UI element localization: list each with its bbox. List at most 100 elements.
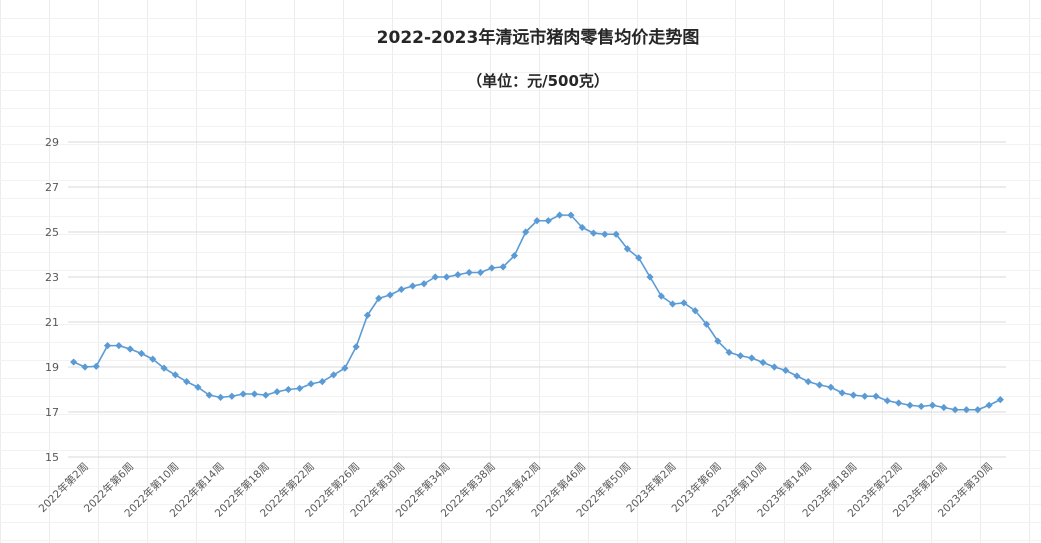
data-point	[262, 391, 270, 399]
data-point	[137, 349, 146, 358]
data-point	[680, 299, 688, 307]
data-point	[589, 229, 598, 237]
data-point	[499, 263, 507, 271]
data-point	[194, 383, 202, 391]
data-point	[544, 217, 552, 225]
y-tick-label: 29	[45, 136, 59, 149]
data-point	[556, 211, 564, 219]
data-point	[70, 358, 78, 366]
data-point	[307, 380, 315, 388]
data-point	[612, 230, 620, 238]
y-tick-label: 25	[45, 226, 59, 239]
data-point	[861, 392, 869, 400]
data-point	[81, 363, 89, 371]
y-tick-label: 27	[45, 181, 59, 194]
data-point	[962, 406, 971, 414]
y-tick-label: 17	[45, 406, 59, 419]
y-axis-tick-labels: 15 17 19 21 23 25 27 29	[45, 136, 59, 464]
data-point	[296, 384, 304, 392]
data-point	[488, 264, 496, 272]
data-point	[363, 311, 372, 319]
data-point	[205, 391, 213, 399]
data-point	[149, 355, 157, 363]
data-point	[702, 320, 711, 328]
data-point	[318, 378, 326, 386]
data-point	[239, 390, 247, 398]
data-point	[352, 343, 360, 351]
data-point	[115, 342, 123, 350]
data-point	[375, 294, 383, 302]
data-point	[341, 364, 349, 372]
y-tick-label: 21	[45, 316, 59, 329]
data-point	[748, 354, 756, 362]
data-point	[759, 358, 767, 367]
data-point	[409, 282, 417, 290]
data-point	[714, 337, 722, 345]
data-point	[386, 291, 394, 299]
data-point	[442, 273, 451, 281]
data-point	[804, 378, 812, 386]
chart-titles: 2022-2023年清远市猪肉零售均价走势图 （单位：元/500克）	[377, 27, 700, 90]
data-point	[770, 363, 778, 371]
data-point	[567, 211, 575, 219]
data-point	[171, 371, 179, 379]
data-point	[849, 391, 858, 399]
data-point	[92, 362, 100, 370]
data-point	[228, 392, 236, 400]
data-point	[284, 385, 292, 394]
data-point	[917, 402, 925, 410]
data-point	[669, 300, 677, 308]
data-point	[928, 401, 937, 409]
data-point	[216, 393, 225, 401]
data-point	[476, 268, 485, 277]
data-point	[250, 390, 259, 398]
data-point	[183, 378, 191, 386]
data-point	[872, 392, 880, 400]
x-axis-tick-labels: 2022年第2周2022年第6周2022年第10周2022年第14周2022年第…	[36, 460, 995, 520]
data-point	[273, 388, 281, 396]
data-point	[635, 254, 643, 262]
chart-title: 2022-2023年清远市猪肉零售均价走势图	[377, 27, 700, 48]
data-point	[578, 223, 586, 232]
data-point	[533, 217, 541, 225]
data-point	[985, 401, 993, 409]
data-point	[329, 371, 338, 379]
data-point	[827, 383, 835, 391]
data-point	[691, 307, 699, 315]
data-point	[601, 230, 609, 238]
data-point	[895, 399, 903, 407]
series-price	[70, 211, 1004, 414]
y-tick-label: 15	[45, 451, 59, 464]
data-point	[725, 348, 733, 356]
data-point	[522, 228, 530, 236]
data-point	[103, 342, 112, 350]
data-point	[951, 406, 959, 414]
data-point	[420, 280, 428, 288]
data-point	[883, 397, 891, 405]
data-point	[431, 273, 439, 281]
data-point	[782, 366, 790, 374]
data-point	[657, 292, 665, 300]
data-point	[815, 381, 824, 389]
data-point	[126, 345, 134, 353]
data-point	[465, 268, 473, 277]
y-tick-label: 19	[45, 361, 59, 374]
data-point	[736, 352, 745, 360]
data-point	[996, 396, 1004, 404]
gridlines	[68, 141, 1006, 458]
data-point	[940, 403, 948, 412]
data-point	[906, 401, 914, 409]
series-line	[73, 214, 1001, 411]
data-point	[454, 271, 462, 279]
data-point	[646, 273, 654, 281]
data-point	[623, 245, 632, 253]
data-point	[510, 252, 518, 260]
data-point	[838, 389, 846, 397]
data-point	[397, 285, 405, 293]
y-tick-label: 23	[45, 271, 59, 284]
data-point	[793, 372, 801, 380]
data-point	[160, 364, 168, 372]
data-point	[974, 406, 982, 414]
